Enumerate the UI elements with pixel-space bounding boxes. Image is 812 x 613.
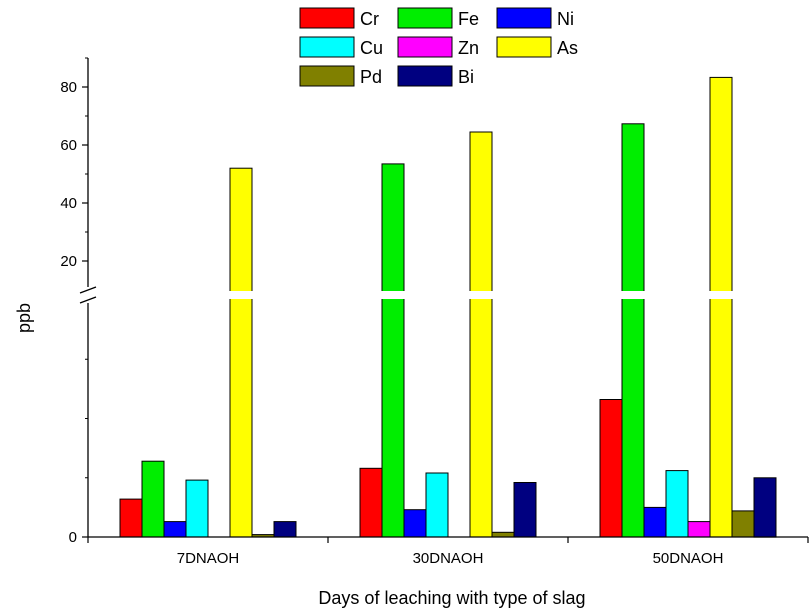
legend-swatch-pd [299,65,355,87]
legend: Cr Fe Ni Cu Zn As Pd Bi [299,7,578,87]
bar-fe-7dnaoh [141,460,165,538]
bar-as-50dnaoh [709,76,733,538]
bar-as-30dnaoh [469,131,493,538]
legend-label-as: As [557,38,578,58]
bar-cu-7dnaoh [185,479,209,538]
axis-break-mark-upper [79,286,97,294]
legend-label-cr: Cr [360,9,379,29]
legend-label-fe: Fe [458,9,479,29]
bars-group [119,76,777,538]
y-tick-label-40: 40 [60,195,77,212]
bar-cu-30dnaoh [425,472,449,538]
bar-bi-50dnaoh [753,477,777,538]
y-tick-label-20: 20 [60,253,77,270]
y-tick-label-60: 60 [60,137,77,154]
bar-ni-30dnaoh [403,509,427,538]
legend-swatch-cr [299,7,355,29]
bar-cr-7dnaoh [119,498,143,538]
legend-swatch-zn [397,36,453,58]
x-tick-label-50dnaoh: 50DNAOH [653,550,724,567]
bar-cu-50dnaoh [665,470,689,538]
axes-group: 0 20 40 60 80 7DNAOH 30DNAOH 50DNAOH [60,57,809,567]
legend-label-zn: Zn [458,38,479,58]
bar-ni-50dnaoh [643,506,667,538]
bar-bi-7dnaoh [273,521,297,538]
bar-cr-30dnaoh [359,467,383,538]
bar-bi-30dnaoh [513,482,537,538]
axis-break-band [89,291,808,299]
legend-swatch-ni [496,7,552,29]
bar-cr-50dnaoh [599,399,623,538]
bar-fe-30dnaoh [381,163,405,538]
bar-pd-30dnaoh [491,531,515,538]
bar-fe-50dnaoh [621,123,645,538]
x-tick-label-30dnaoh: 30DNAOH [413,550,484,567]
legend-swatch-bi [397,65,453,87]
bar-pd-50dnaoh [731,510,755,538]
y-tick-label-0: 0 [69,529,77,546]
bar-as-7dnaoh [229,167,253,538]
x-axis-title: Days of leaching with type of slag [318,588,585,608]
legend-label-bi: Bi [458,67,474,87]
bar-ni-7dnaoh [163,521,187,538]
axis-break-mark-lower [79,296,97,304]
legend-label-cu: Cu [360,38,383,58]
legend-swatch-fe [397,7,453,29]
bar-zn-50dnaoh [687,521,711,538]
legend-swatch-as [496,36,552,58]
legend-label-pd: Pd [360,67,382,87]
y-axis-title: ppb [14,303,34,333]
legend-swatch-cu [299,36,355,58]
x-tick-label-7dnaoh: 7DNAOH [177,550,240,567]
legend-label-ni: Ni [557,9,574,29]
y-tick-label-80: 80 [60,79,77,96]
